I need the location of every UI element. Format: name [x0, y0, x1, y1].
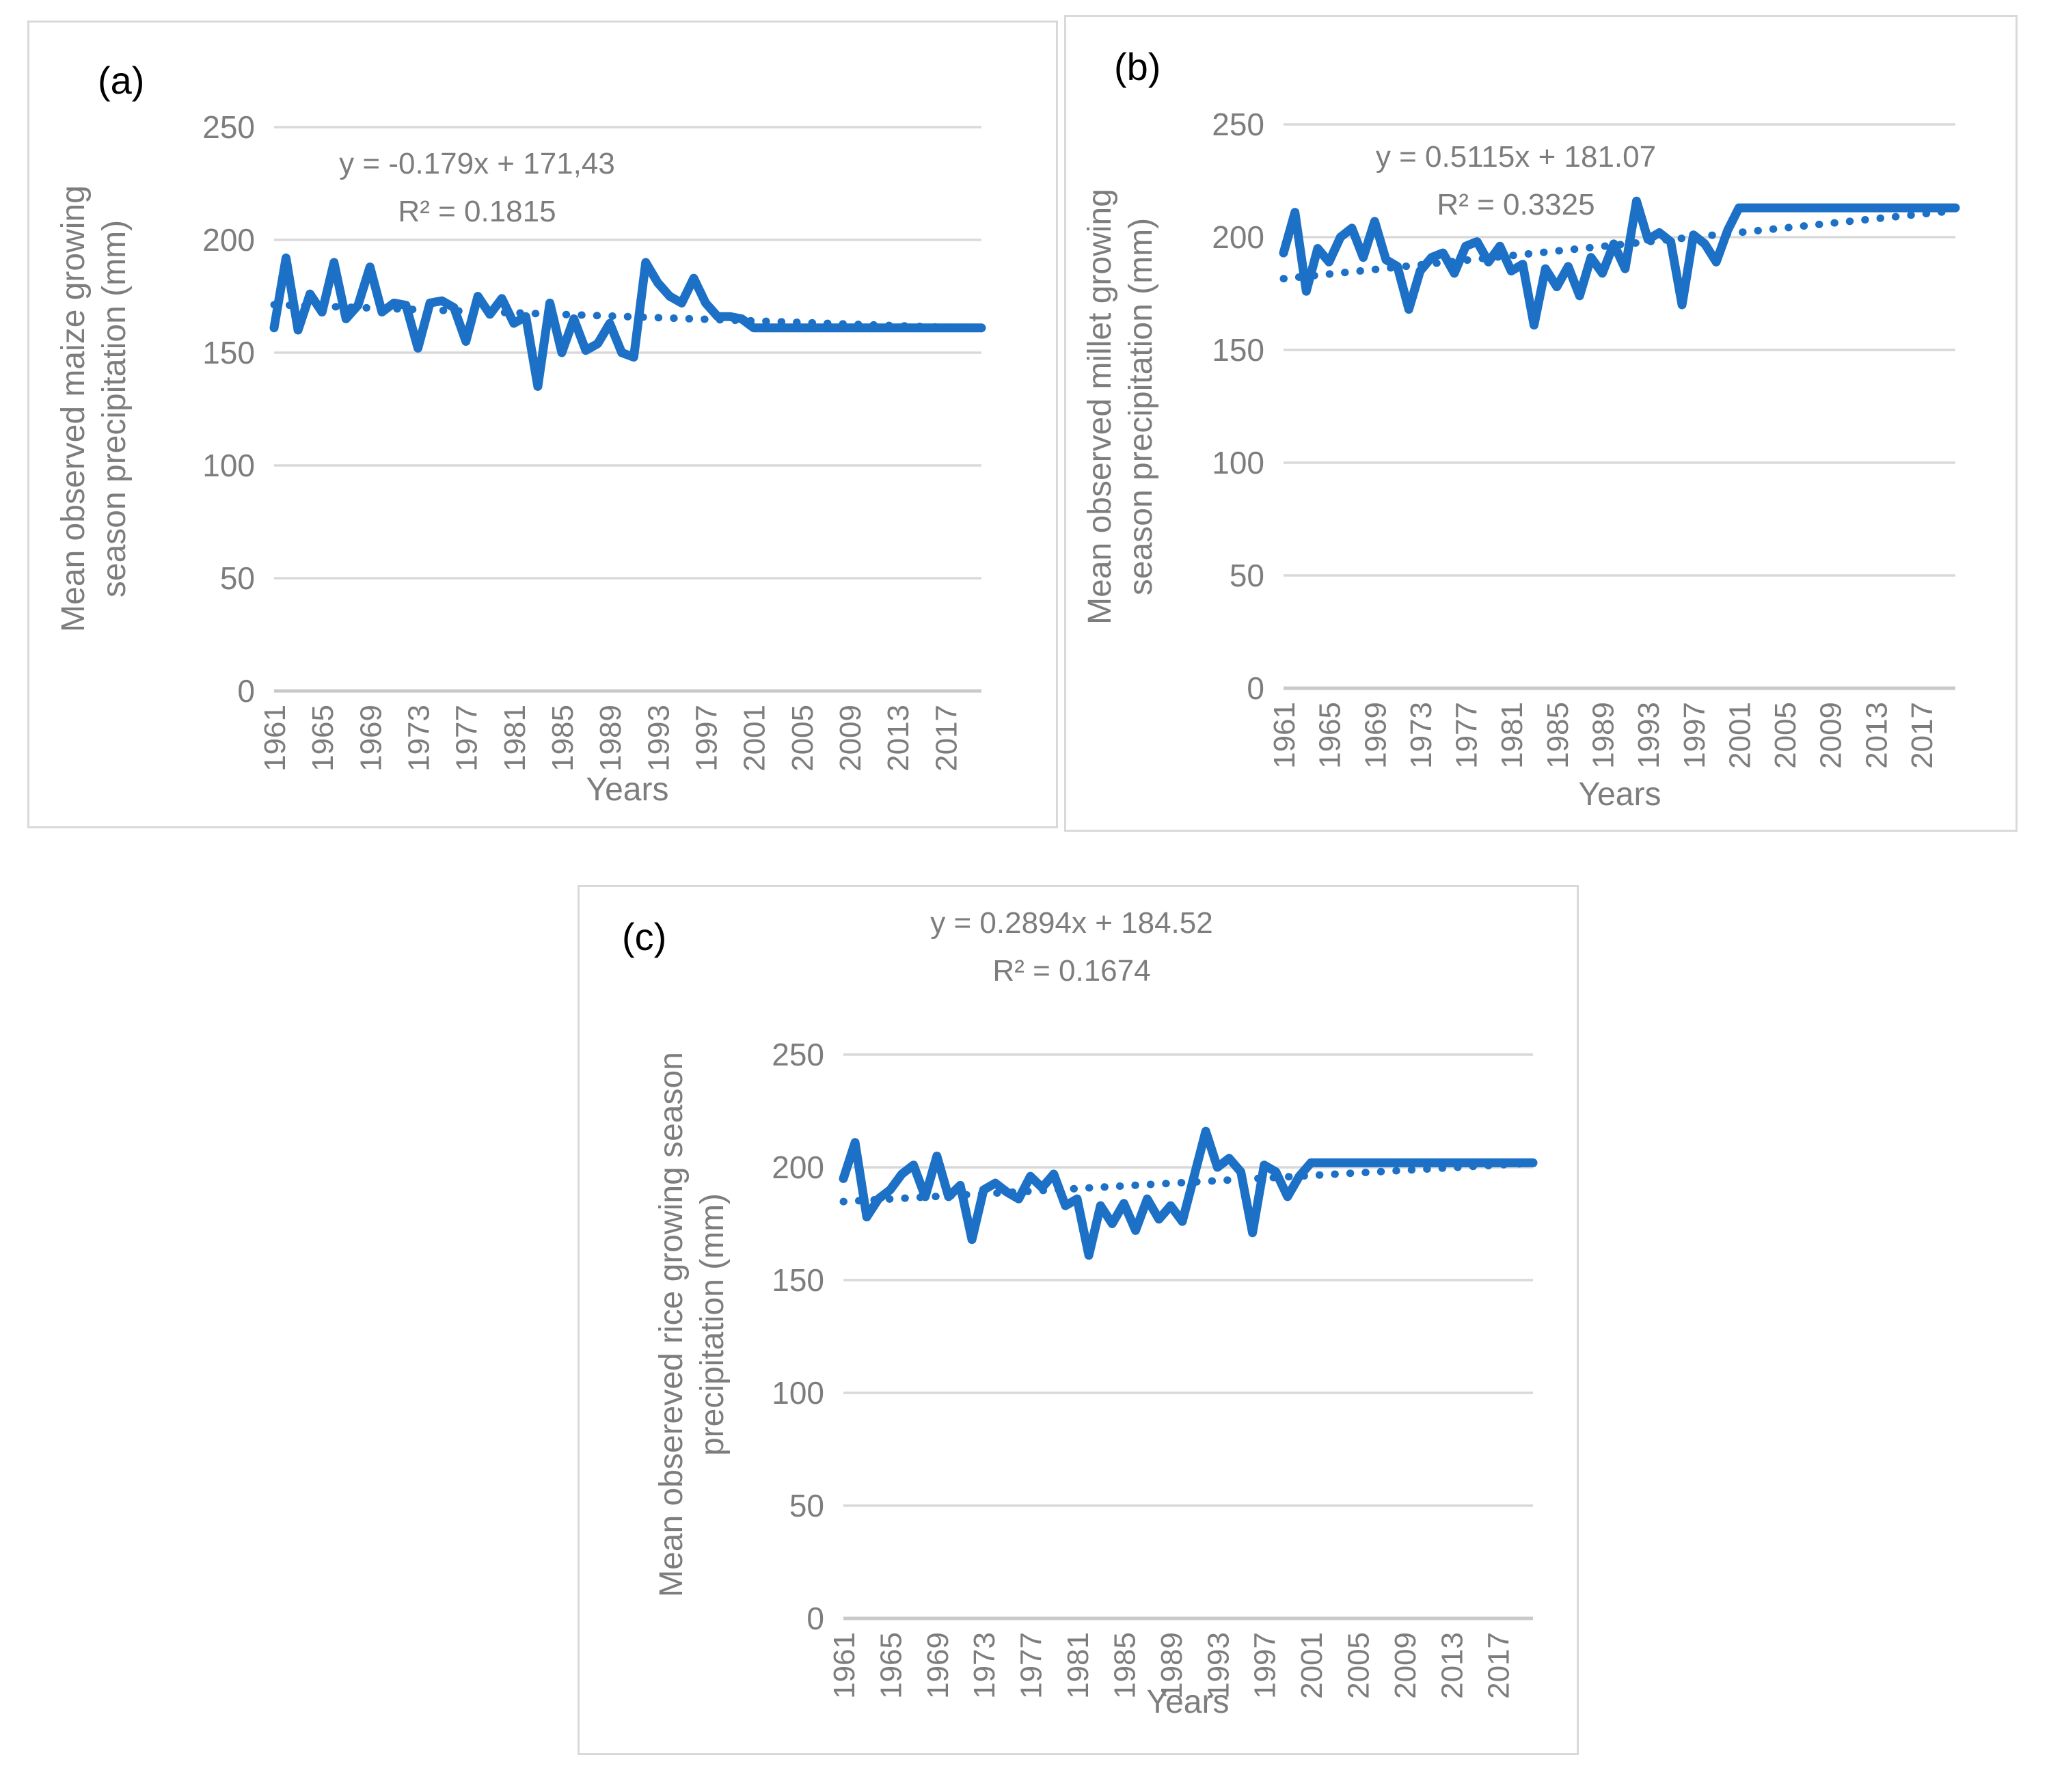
- svg-text:1969: 1969: [354, 705, 388, 772]
- x-axis-title-a: Years: [586, 772, 669, 808]
- svg-text:1993: 1993: [642, 705, 675, 772]
- svg-text:0: 0: [806, 1601, 824, 1636]
- svg-text:1977: 1977: [1015, 1632, 1048, 1699]
- svg-text:1977: 1977: [1450, 702, 1484, 769]
- svg-text:2001: 2001: [1723, 702, 1756, 769]
- svg-text:1977: 1977: [450, 705, 484, 772]
- svg-text:150: 150: [772, 1262, 824, 1298]
- svg-text:2013: 2013: [1860, 702, 1893, 769]
- svg-text:2001: 2001: [738, 705, 772, 772]
- r-squared-c: R² = 0.1674: [992, 954, 1151, 988]
- svg-text:1969: 1969: [921, 1632, 955, 1699]
- y-axis-title-c: Mean obsereved rice growing season preci…: [651, 983, 733, 1666]
- svg-text:100: 100: [202, 448, 255, 483]
- svg-text:1985: 1985: [1108, 1632, 1141, 1699]
- svg-text:2005: 2005: [786, 705, 819, 772]
- svg-text:1961: 1961: [258, 705, 292, 772]
- y-axis-title-a-line2: season precipitation (mm): [96, 219, 133, 598]
- x-axis-title-c: Years: [1146, 1684, 1230, 1720]
- panel-a-label: (a): [98, 59, 145, 102]
- svg-text:2005: 2005: [1342, 1632, 1375, 1699]
- svg-text:1985: 1985: [546, 705, 580, 772]
- svg-text:2017: 2017: [1482, 1632, 1516, 1699]
- svg-text:250: 250: [772, 1037, 824, 1072]
- trend-equation-a: y = -0.179x + 171,43: [339, 147, 615, 180]
- panel-a: (a) y = -0.179x + 171,43 R² = 0.1815 Mea…: [27, 21, 1058, 828]
- line-chart-b: 0 50 100 150 200 250 1961 1965 1969 1973 1977 1981 1…: [1212, 107, 1960, 769]
- y-axis-title-b-line2: season precipitation (mm): [1123, 217, 1159, 596]
- panel-b: (b) y = 0.5115x + 181.07 R² = 0.3325 Mea…: [1064, 15, 2018, 832]
- trend-equation-b: y = 0.5115x + 181.07: [1375, 140, 1657, 174]
- line-chart-a: 0 50 100 150 200 250 1961 1965 1969 1973 1977 1981 1…: [202, 109, 986, 772]
- r-squared-b: R² = 0.3325: [1437, 188, 1595, 221]
- y-axis-title-b: Mean observed millet growing season prec…: [1080, 65, 1162, 748]
- svg-text:1981: 1981: [1495, 702, 1529, 769]
- svg-text:1989: 1989: [1587, 702, 1620, 769]
- y-axis-title-a-line1: Mean observed maize growing: [55, 185, 92, 632]
- svg-text:50: 50: [1230, 558, 1264, 593]
- svg-text:1993: 1993: [1202, 1632, 1235, 1699]
- x-axis-title-b: Years: [1578, 776, 1661, 813]
- svg-text:100: 100: [1212, 445, 1264, 480]
- svg-text:1989: 1989: [1155, 1632, 1189, 1699]
- svg-text:2009: 2009: [1389, 1632, 1422, 1699]
- svg-text:1989: 1989: [594, 705, 627, 772]
- svg-text:50: 50: [220, 560, 255, 596]
- svg-text:0: 0: [237, 673, 255, 709]
- y-axis-title-a: Mean observed maize growing season preci…: [53, 67, 135, 750]
- svg-text:150: 150: [1212, 332, 1264, 368]
- panel-c: (c) y = 0.2894x + 184.52 R² = 0.1674 Mea…: [578, 885, 1579, 1755]
- svg-text:1961: 1961: [1268, 702, 1301, 769]
- svg-text:250: 250: [1212, 107, 1264, 142]
- svg-text:2013: 2013: [1435, 1632, 1469, 1699]
- svg-text:200: 200: [202, 222, 255, 258]
- svg-text:200: 200: [772, 1150, 824, 1185]
- svg-text:2009: 2009: [834, 705, 867, 772]
- svg-text:250: 250: [202, 109, 255, 145]
- svg-text:1965: 1965: [306, 705, 340, 772]
- svg-text:1965: 1965: [874, 1632, 908, 1699]
- svg-text:2001: 2001: [1295, 1632, 1329, 1699]
- svg-text:2017: 2017: [1905, 702, 1939, 769]
- svg-text:1981: 1981: [498, 705, 532, 772]
- svg-text:2009: 2009: [1815, 702, 1848, 769]
- y-axis-title-c-line1: Mean obsereved rice growing season: [653, 1052, 690, 1597]
- svg-text:1997: 1997: [1249, 1632, 1282, 1699]
- svg-text:50: 50: [789, 1488, 824, 1523]
- svg-text:1985: 1985: [1541, 702, 1575, 769]
- svg-text:1997: 1997: [1678, 702, 1711, 769]
- svg-text:1973: 1973: [403, 705, 436, 772]
- y-axis-title-b-line1: Mean observed millet growing: [1082, 189, 1118, 625]
- svg-text:2013: 2013: [882, 705, 915, 772]
- panel-c-label: (c): [622, 915, 667, 958]
- svg-text:150: 150: [202, 335, 255, 370]
- svg-text:0: 0: [1247, 670, 1264, 706]
- panel-b-label: (b): [1114, 45, 1161, 88]
- svg-text:1965: 1965: [1314, 702, 1347, 769]
- svg-text:1981: 1981: [1061, 1632, 1095, 1699]
- svg-text:1993: 1993: [1632, 702, 1666, 769]
- r-squared-a: R² = 0.1815: [398, 195, 556, 228]
- svg-text:100: 100: [772, 1375, 824, 1411]
- svg-text:2017: 2017: [929, 705, 963, 772]
- svg-text:2005: 2005: [1769, 702, 1802, 769]
- svg-text:1997: 1997: [690, 705, 724, 772]
- y-axis-title-c-line2: precipitation (mm): [694, 1193, 731, 1456]
- svg-text:1969: 1969: [1359, 702, 1392, 769]
- svg-text:1961: 1961: [828, 1632, 861, 1699]
- trend-equation-c: y = 0.2894x + 184.52: [930, 906, 1213, 940]
- line-chart-c: 0 50 100 150 200 250 1961 1965 1969 1973 1977 1981 1…: [772, 1037, 1538, 1699]
- svg-text:200: 200: [1212, 219, 1264, 255]
- svg-text:1973: 1973: [1405, 702, 1438, 769]
- svg-text:1973: 1973: [968, 1632, 1001, 1699]
